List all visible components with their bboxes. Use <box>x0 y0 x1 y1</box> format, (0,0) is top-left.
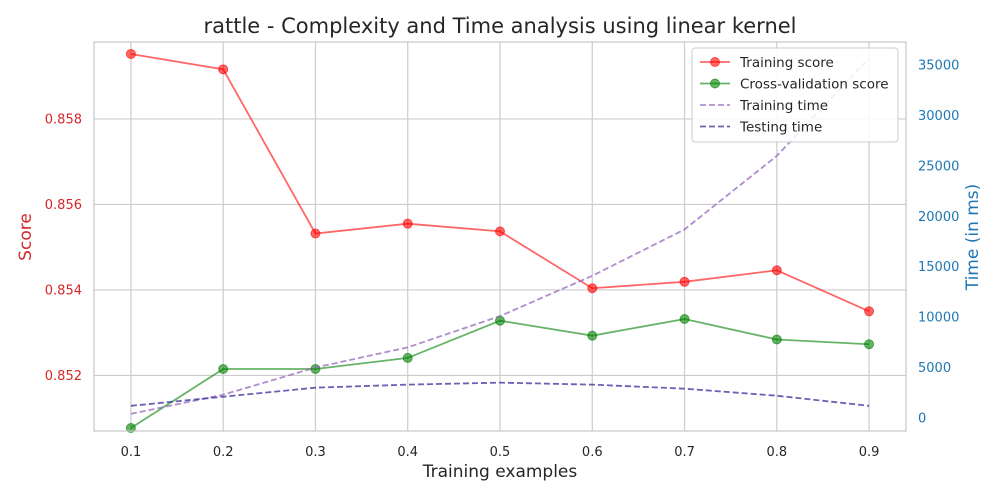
left-y-tick-labels: 0.852 0.854 0.856 0.858 <box>45 112 82 383</box>
chart-title: rattle - Complexity and Time analysis us… <box>203 14 796 38</box>
right-y-tick-label: 35000 <box>918 59 959 74</box>
left-y-tick-label: 0.854 <box>45 283 82 298</box>
right-y-tick-label: 5000 <box>918 361 951 376</box>
x-tick-label: 0.6 <box>582 445 603 460</box>
cv-score-point <box>310 364 321 375</box>
training-time-line <box>130 57 870 415</box>
right-y-axis-label: Time (in ms) <box>963 184 983 292</box>
testing-time-line <box>130 381 870 407</box>
training-time-legend-label: Training time <box>739 98 828 114</box>
right-y-tick-label: 0 <box>918 411 926 426</box>
plot-frame <box>93 41 907 432</box>
left-y-tick-label: 0.858 <box>45 112 82 127</box>
x-tick-labels: 0.1 0.2 0.3 0.4 0.5 0.6 0.7 0.8 0.9 <box>121 445 880 460</box>
x-tick-label: 0.7 <box>674 445 695 460</box>
cv-score-point <box>679 314 690 325</box>
training-score-legend-marker <box>710 57 720 67</box>
x-tick-label: 0.2 <box>213 445 234 460</box>
cv-score-point <box>771 334 782 345</box>
cv-score-point <box>218 364 229 375</box>
cv-score-point <box>587 330 598 341</box>
legend-items: Training score Cross-validation score Trai… <box>700 55 889 136</box>
legend: Training score Cross-validation score Trai… <box>691 47 899 143</box>
x-tick-label: 0.8 <box>766 445 787 460</box>
right-y-tick-label: 25000 <box>918 159 959 174</box>
right-y-tick-label: 10000 <box>918 311 959 326</box>
training-score-point <box>587 283 598 294</box>
right-y-tick-label: 15000 <box>918 260 959 275</box>
left-y-tick-label: 0.856 <box>45 198 82 213</box>
cv-score-point <box>864 339 875 350</box>
training-score-point <box>864 306 875 317</box>
training-score-point <box>402 218 413 229</box>
training-score-point <box>218 64 229 75</box>
legend-box <box>691 47 899 143</box>
series-layer <box>125 48 875 434</box>
training-score-point <box>310 228 321 239</box>
training-score-point <box>125 48 136 59</box>
x-axis-label: Training examples <box>422 462 578 482</box>
left-y-tick-label: 0.852 <box>45 369 82 384</box>
x-tick-label: 0.3 <box>305 445 326 460</box>
cv-score-legend-label: Cross-validation score <box>740 77 889 93</box>
x-tick-label: 0.5 <box>490 445 511 460</box>
training-score-point <box>771 265 782 276</box>
left-y-axis-label: Score <box>16 213 36 261</box>
cv-score-point <box>125 423 136 434</box>
training-score-legend-label: Training score <box>739 55 834 71</box>
right-y-tick-labels: 0 5000 10000 15000 20000 25000 30000 35000 <box>918 59 959 427</box>
cv-score-point <box>402 352 413 363</box>
cv-score-legend-marker <box>710 78 720 89</box>
training-score-point <box>495 226 505 237</box>
testing-time-legend-label: Testing time <box>739 120 822 136</box>
right-y-tick-label: 30000 <box>918 109 959 124</box>
training-score-point <box>679 276 690 287</box>
right-y-tick-label: 20000 <box>918 210 959 225</box>
x-tick-label: 0.4 <box>397 445 418 460</box>
x-tick-label: 0.1 <box>121 445 142 460</box>
x-tick-label: 0.9 <box>859 445 880 460</box>
